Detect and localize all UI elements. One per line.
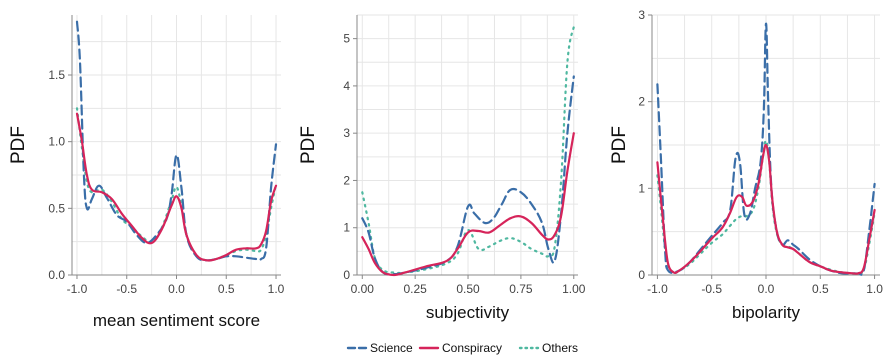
y-axis-label: PDF (609, 126, 630, 164)
x-tick-label: -1.0 (67, 282, 88, 296)
x-tick-label: 0.25 (403, 282, 427, 296)
chart-panel-2: 0 1 2 3 4 5 0.00 0.25 0.50 0.75 1.00 subjectivity PD… (298, 14, 586, 322)
y-tick-label: 0 (638, 268, 645, 282)
y-tick-label: 0.5 (48, 201, 65, 215)
legend-label-others: Others (542, 341, 578, 355)
x-tick-label: 0.75 (509, 282, 533, 296)
x-tick-label: 0.00 (351, 282, 375, 296)
y-tick-label: 3 (343, 126, 350, 140)
chart-panel-1: 0.0 0.5 1.0 1.5 -1.0 -0.5 0.0 0.5 1.0 mean sentim… (8, 15, 285, 330)
series-line-science (75, 20, 278, 262)
legend-label-conspiracy: Conspiracy (442, 341, 502, 355)
x-tick-label: -1.0 (647, 282, 668, 296)
y-tick-label: 4 (343, 79, 350, 93)
y-tick-label: 5 (343, 32, 350, 46)
x-tick-label: 1.00 (562, 282, 586, 296)
series-line-others (361, 25, 575, 275)
x-tick-label: 0.5 (218, 282, 235, 296)
x-tick-label: 0.0 (758, 282, 775, 296)
series-line-conspiracy (361, 132, 575, 277)
x-tick-label: 1.0 (866, 282, 883, 296)
y-tick-label: 1.0 (48, 135, 65, 149)
series-line-others (75, 107, 278, 262)
x-axis-label: subjectivity (426, 303, 510, 322)
x-axis-label: mean sentiment score (93, 311, 260, 330)
y-tick-label: 0 (343, 268, 350, 282)
y-tick-label: 0.0 (48, 268, 65, 282)
y-tick-label: 3 (638, 8, 645, 22)
y-tick-label: 2 (343, 173, 350, 187)
x-tick-label: -0.5 (116, 282, 137, 296)
y-tick-label: 1.5 (48, 68, 65, 82)
legend-label-science: Science (370, 341, 413, 355)
x-tick-label: 1.0 (268, 282, 285, 296)
y-axis-label: PDF (8, 126, 29, 164)
x-axis-label: bipolarity (732, 303, 801, 322)
y-tick-label: 2 (638, 95, 645, 109)
series-line-science (361, 75, 575, 276)
y-tick-label: 1 (638, 181, 645, 195)
y-axis-label: PDF (298, 126, 319, 164)
chart-panel-3: 0 1 2 3 -1.0 -0.5 0.0 0.5 1.0 bipolarity PDF (609, 8, 883, 322)
series-line-conspiracy (75, 112, 278, 262)
x-tick-label: 0.50 (456, 282, 480, 296)
x-tick-label: -0.5 (701, 282, 722, 296)
x-tick-label: 0.5 (812, 282, 829, 296)
y-tick-label: 1 (343, 221, 350, 235)
legend: Science Conspiracy Others (346, 341, 578, 355)
series-line-conspiracy (656, 143, 876, 275)
x-tick-label: 0.0 (168, 282, 185, 296)
